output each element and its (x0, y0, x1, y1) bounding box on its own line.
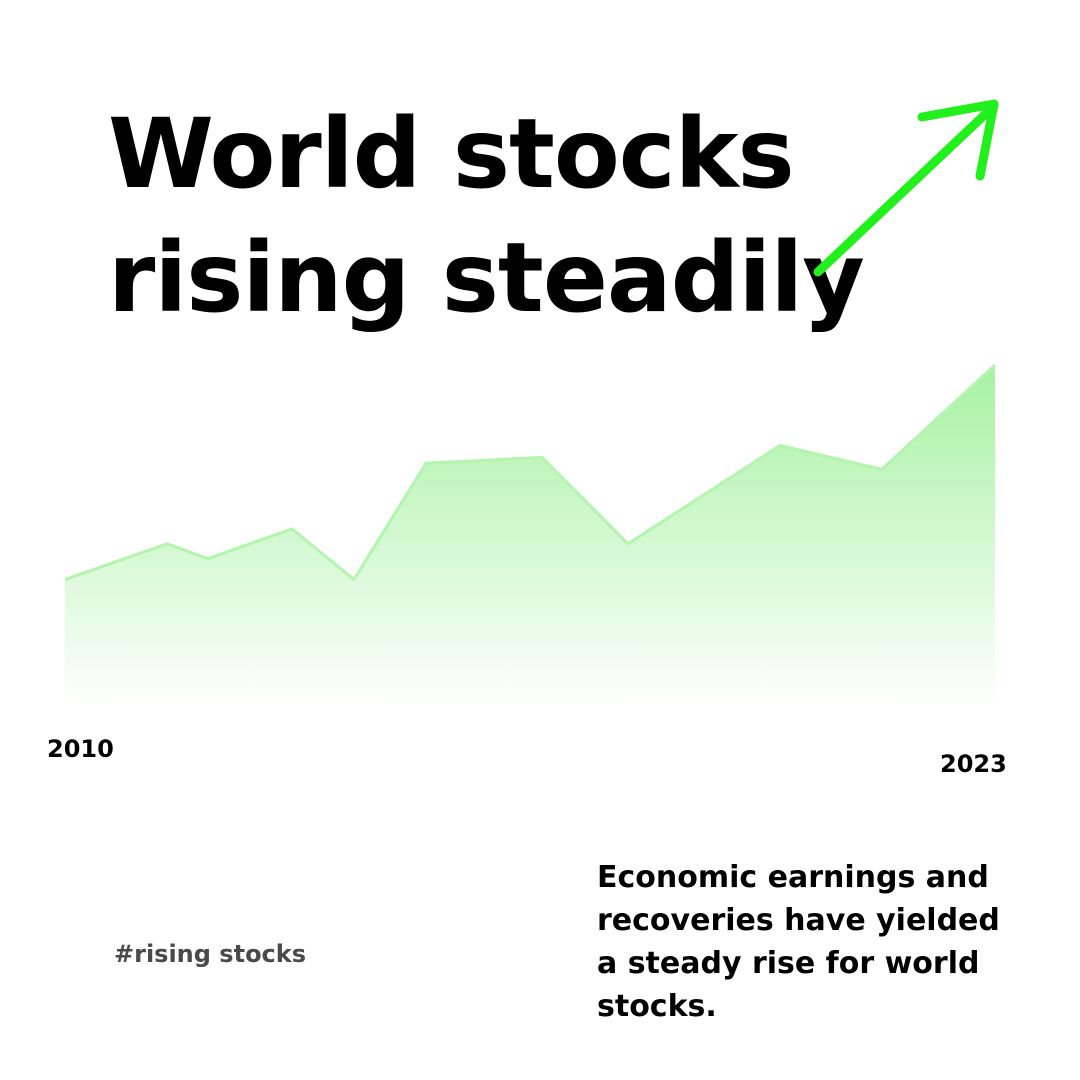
data-point-8 (627, 543, 629, 545)
data-point-2 (166, 543, 168, 545)
description-text: Economic earnings and recoveries have yi… (597, 860, 1000, 1024)
headline-line-2: rising steadily (108, 222, 865, 334)
data-point-5 (353, 579, 355, 581)
data-point-6 (425, 462, 427, 464)
data-point-1 (64, 579, 66, 581)
arrow-shaft (813, 101, 999, 277)
stock-area-chart (64, 363, 997, 710)
data-point-3 (207, 558, 209, 560)
data-point-9 (779, 445, 781, 447)
headline: World stocks rising steadily (108, 92, 865, 340)
data-point-11 (994, 364, 996, 366)
arrow-head (917, 99, 999, 181)
data-point-10 (881, 468, 883, 470)
stock-series-line (64, 363, 997, 582)
trend-up-arrow-icon (813, 99, 999, 277)
hashtag-label: #rising stocks (114, 940, 307, 968)
x-axis-start-label: 2010 (47, 735, 114, 763)
stock-area-fill (65, 365, 995, 710)
x-axis-end-label: 2023 (940, 750, 1007, 778)
data-point-4 (291, 528, 293, 530)
data-point-7 (541, 456, 543, 458)
headline-line-1: World stocks (108, 98, 795, 210)
